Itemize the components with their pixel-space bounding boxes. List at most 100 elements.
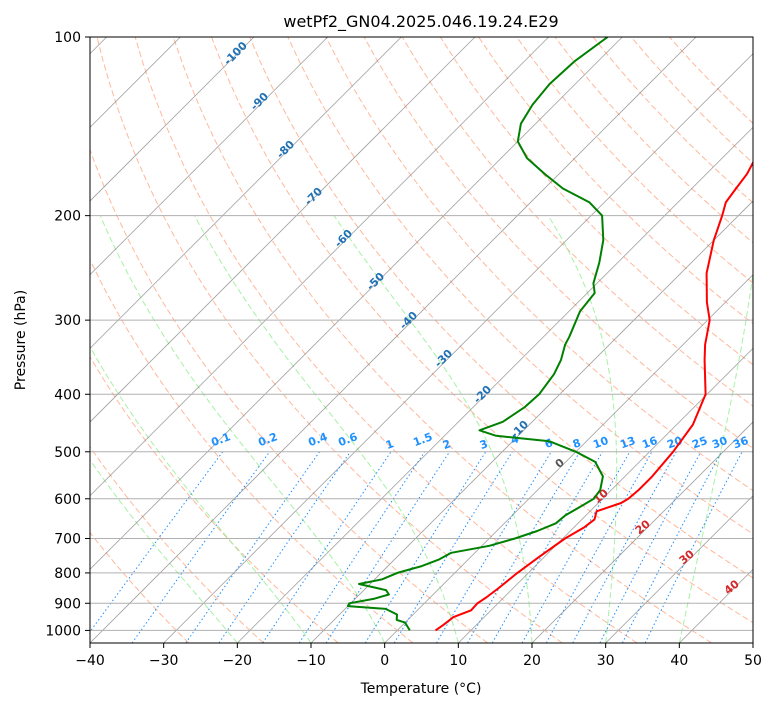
isotherm-line — [679, 568, 753, 643]
mixing-ratio-label: 3 — [478, 437, 490, 452]
isotherm-label: -40 — [397, 309, 420, 332]
isotherm-label: -50 — [364, 270, 387, 293]
inline-labels: 0.1 0.2 0.4 0.6 1 1.5 2 3 4 6 8 10 13 16 20 25 30 36-100-… — [209, 39, 750, 597]
dry-adiabat — [439, 37, 753, 366]
y-tick-label: 900 — [54, 596, 81, 612]
chart-title: wetPf2_GN04.2025.046.19.24.E29 — [283, 12, 558, 32]
dry-adiabat — [401, 37, 753, 407]
x-tick-label: −40 — [75, 653, 105, 669]
x-tick-label: 30 — [597, 653, 615, 669]
mixing-ratio-line — [298, 451, 426, 643]
moist-adiabat — [90, 458, 238, 643]
dry-adiabat — [90, 531, 190, 643]
mixing-ratio-line — [185, 451, 321, 643]
mixing-ratio-label: 13 — [618, 434, 637, 451]
background-lines — [90, 37, 753, 643]
dry-adiabat — [516, 37, 753, 284]
isotherm-line — [163, 53, 753, 643]
y-tick-label: 800 — [54, 566, 81, 582]
y-tick-label: 300 — [54, 313, 81, 329]
moist-adiabat — [547, 215, 618, 643]
adiabat-label: 20 — [633, 517, 653, 537]
mixing-ratio-line — [599, 451, 702, 643]
mixing-ratio-line — [545, 451, 653, 643]
isotherm-line — [90, 37, 549, 497]
adiabat-label: 40 — [722, 577, 742, 597]
profiles — [346, 37, 753, 632]
isotherm-label: -80 — [274, 138, 297, 161]
moist-adiabat — [333, 215, 533, 643]
isotherm-line — [310, 200, 753, 643]
mixing-ratio-label: 16 — [640, 434, 659, 452]
y-tick-label: 400 — [54, 387, 81, 403]
plot-frame — [89, 36, 754, 644]
dry-adiabat — [90, 258, 414, 643]
x-axis-label: Temperature (°C) — [360, 681, 482, 697]
mixing-ratio-label: 8 — [571, 436, 583, 451]
mixing-ratio-line — [364, 451, 487, 643]
isotherm-label: -70 — [302, 185, 325, 208]
x-tick-label: 0 — [380, 653, 389, 669]
mixing-ratio-label: 10 — [591, 434, 610, 452]
isotherm-label: -60 — [332, 227, 355, 250]
y-tick-label: 700 — [54, 532, 81, 548]
mixing-ratio-label: 4 — [509, 432, 521, 447]
isotherm-line — [90, 37, 255, 202]
y-tick-label: 1000 — [45, 623, 81, 639]
dry-adiabat — [90, 355, 339, 643]
isotherm-line — [752, 642, 753, 643]
mixing-ratio-label: 1.5 — [411, 430, 434, 449]
isotherm-line — [90, 37, 623, 570]
dry-adiabat — [249, 37, 753, 579]
mixing-ratio-line — [572, 451, 677, 643]
mixing-ratio-line — [521, 451, 631, 643]
mixing-ratio-line — [644, 451, 743, 643]
isotherm-label: -90 — [248, 90, 271, 113]
isotherm-line — [90, 37, 328, 276]
mixing-ratio-line — [262, 451, 392, 643]
mixing-ratio-label: 0.1 — [209, 430, 232, 449]
dry-adiabat — [211, 37, 753, 624]
moist-adiabat — [678, 269, 753, 643]
pressure-gridlines — [90, 36, 753, 631]
isotherm-label: -30 — [432, 347, 455, 370]
dry-adiabat — [96, 37, 563, 643]
mixing-ratio-line — [218, 451, 351, 643]
moist-adiabat — [194, 215, 459, 643]
dry-adiabat — [478, 37, 753, 325]
mixing-ratio-label: 20 — [665, 434, 684, 452]
isotherm-label: -20 — [471, 383, 494, 406]
mixing-ratio-line — [435, 451, 552, 643]
dry-adiabat — [554, 37, 753, 244]
mixing-ratio-label: 36 — [731, 434, 750, 452]
mixing-ratio-label: 30 — [710, 434, 729, 452]
x-tick-label: −10 — [296, 653, 326, 669]
mixing-ratio-label: 2 — [441, 437, 453, 452]
x-tick-label: 50 — [744, 653, 762, 669]
isotherm-label: -100 — [221, 39, 250, 68]
y-tick-label: 600 — [54, 492, 81, 508]
mixing-ratio-label: 0.6 — [336, 430, 359, 449]
dewpoint-profile — [346, 37, 609, 631]
mixing-ratio-label: 25 — [690, 434, 709, 451]
isotherm-line — [605, 495, 753, 643]
adiabat-label: 30 — [677, 547, 697, 567]
dry-adiabat — [90, 445, 264, 643]
mixing-ratio-label: 0.4 — [306, 430, 329, 449]
mixing-ratio-line — [90, 451, 224, 633]
y-axis: 1000 900 800 700 600 500 400 300 200 100 — [45, 30, 90, 639]
mixing-ratio-line — [325, 451, 451, 643]
dry-adiabat — [90, 148, 488, 643]
x-tick-label: 20 — [523, 653, 541, 669]
x-tick-label: 10 — [449, 653, 467, 669]
y-tick-label: 200 — [54, 209, 81, 225]
isotherm-line — [90, 37, 697, 643]
mixing-ratio-line — [131, 451, 271, 643]
x-axis: −40 −30 −20 −10 0 10 20 30 40 50 — [75, 643, 762, 669]
x-tick-label: −20 — [223, 653, 253, 669]
mixing-ratio-label: 1 — [384, 437, 396, 452]
isotherm-line — [237, 126, 753, 643]
isotherm-line — [90, 37, 402, 349]
isotherm-line — [531, 421, 753, 643]
